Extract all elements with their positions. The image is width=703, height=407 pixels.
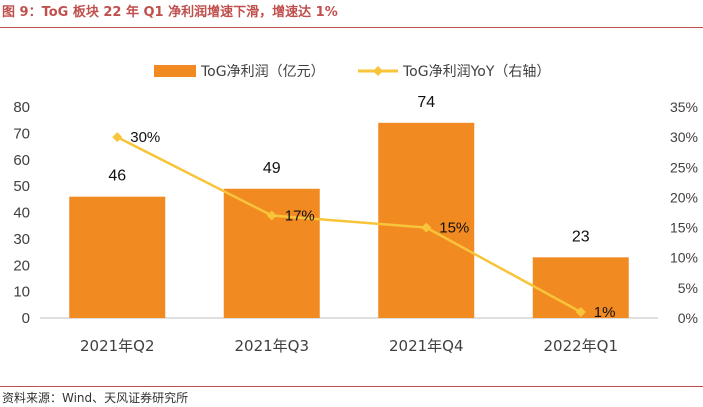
line-points bbox=[112, 132, 586, 317]
line-point bbox=[266, 210, 277, 221]
y-left-tick-label: 10 bbox=[13, 284, 30, 301]
x-tick-label: 2021年Q4 bbox=[389, 337, 464, 355]
chart: ToG净利润（亿元） ToG净利润YoY（右轴） 0 10 20 30 40 50 60 70… bbox=[13, 64, 698, 355]
y-right-tick-label: 35% bbox=[670, 99, 698, 115]
y-right-tick-label: 30% bbox=[670, 129, 698, 145]
y-right-tick-label: 0% bbox=[678, 310, 698, 326]
line-point bbox=[575, 306, 586, 317]
title-rule bbox=[0, 27, 703, 28]
y-left-tick-label: 80 bbox=[13, 99, 30, 116]
bar-value-label: 23 bbox=[572, 228, 590, 245]
line-point bbox=[112, 132, 123, 143]
legend-line-label: ToG净利润YoY（右轴） bbox=[402, 64, 550, 80]
bar bbox=[378, 122, 475, 318]
x-tick-label: 2021年Q2 bbox=[80, 337, 155, 355]
x-axis-labels: 2021年Q2 2021年Q3 2021年Q4 2022年Q1 bbox=[80, 337, 618, 355]
legend-bar-swatch bbox=[154, 65, 196, 77]
bar-value-label: 49 bbox=[263, 160, 281, 177]
legend: ToG净利润（亿元） ToG净利润YoY（右轴） bbox=[154, 64, 550, 80]
figure-title: 图 9：ToG 板块 22 年 Q1 净利润增速下滑，增速达 1% bbox=[2, 5, 338, 20]
source-note: 资料来源：Wind、天风证券研究所 bbox=[2, 391, 189, 405]
right-axis: 0% 5% 10% 15% 20% 25% 30% 35% bbox=[670, 99, 698, 326]
y-left-tick-label: 60 bbox=[13, 152, 30, 169]
bar-value-label: 46 bbox=[108, 168, 126, 185]
legend-bar-label: ToG净利润（亿元） bbox=[200, 64, 325, 80]
left-axis: 0 10 20 30 40 50 60 70 80 bbox=[13, 99, 30, 327]
line-point bbox=[421, 222, 432, 233]
line-value-label: 17% bbox=[285, 208, 315, 225]
y-right-tick-label: 5% bbox=[678, 280, 698, 296]
line-value-label: 30% bbox=[130, 129, 160, 146]
line-labels: 30% 17% 15% 1% bbox=[130, 129, 615, 321]
bar-value-label: 74 bbox=[417, 94, 435, 111]
bar-series bbox=[69, 122, 629, 318]
x-tick-label: 2021年Q3 bbox=[234, 337, 309, 355]
y-left-tick-label: 20 bbox=[13, 257, 30, 274]
bar bbox=[69, 196, 166, 318]
line-value-label: 15% bbox=[439, 220, 469, 237]
bar bbox=[223, 188, 320, 318]
y-left-tick-label: 50 bbox=[13, 178, 30, 195]
y-right-tick-label: 25% bbox=[670, 159, 698, 175]
y-left-tick-label: 70 bbox=[13, 125, 30, 142]
y-left-tick-label: 0 bbox=[22, 310, 30, 327]
y-right-tick-label: 10% bbox=[670, 250, 698, 266]
y-left-tick-label: 40 bbox=[13, 205, 30, 222]
y-left-tick-label: 30 bbox=[13, 231, 30, 248]
bar-labels: 46 49 74 23 bbox=[108, 94, 589, 246]
legend-line-marker bbox=[373, 66, 383, 76]
line-value-label: 1% bbox=[594, 304, 616, 321]
y-right-tick-label: 20% bbox=[670, 189, 698, 205]
x-tick-label: 2022年Q1 bbox=[543, 337, 618, 355]
y-right-tick-label: 15% bbox=[670, 220, 698, 236]
yoy-line bbox=[116, 136, 582, 314]
source-rule bbox=[0, 386, 703, 387]
